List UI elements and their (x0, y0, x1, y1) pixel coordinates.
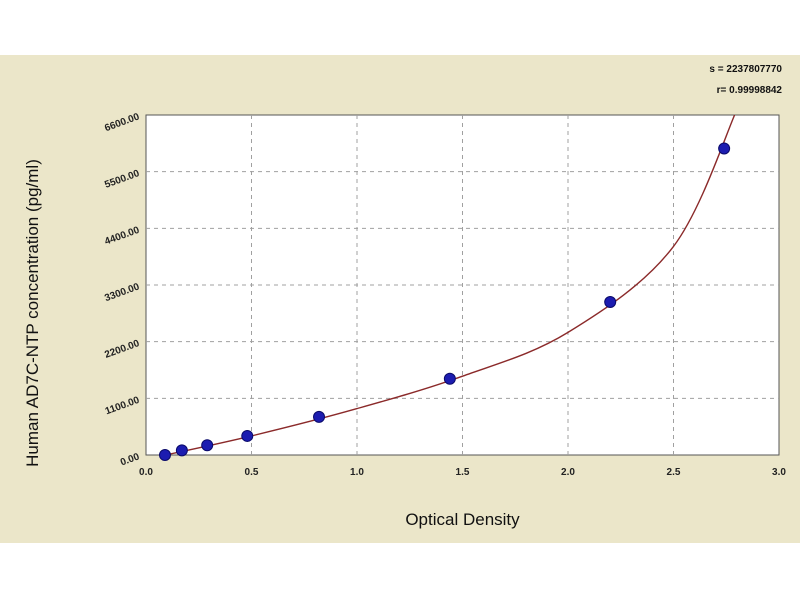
stat-r-label: r= 0.99998842 (717, 85, 783, 96)
y-tick-label: 2200.00 (103, 338, 141, 361)
data-point (604, 296, 617, 308)
data-point (718, 142, 731, 155)
y-tick-label: 3300.00 (103, 281, 141, 304)
data-point (201, 439, 214, 452)
x-tick-label: 1.0 (350, 467, 364, 478)
x-tick-label: 0.0 (139, 467, 153, 478)
y-axis-label: Human AD7C-NTP concentration (pg/ml) (23, 159, 42, 467)
x-tick-label: 2.5 (667, 467, 681, 478)
x-tick-label: 2.0 (561, 467, 575, 478)
data-point (313, 410, 326, 423)
grid-lines (146, 115, 779, 455)
fit-curve (162, 115, 736, 455)
stat-s-label: s = 2237807770 (709, 64, 782, 75)
x-tick-label: 3.0 (772, 467, 786, 478)
data-point (241, 429, 254, 442)
data-point (158, 449, 171, 461)
data-point (443, 372, 456, 385)
x-axis-label: Optical Density (405, 510, 520, 529)
y-tick-label: 4400.00 (103, 225, 141, 248)
x-tick-label: 1.5 (456, 467, 470, 478)
y-tick-label: 1100.00 (104, 395, 142, 418)
data-points (158, 142, 731, 461)
y-tick-label: 5500.00 (103, 168, 141, 191)
standard-curve-chart: 0.0 0.5 1.0 1.5 2.0 2.5 3.0 0.00 1100.00 2200.00 3… (23, 64, 786, 529)
y-tick-label: 0.00 (119, 451, 141, 468)
x-tick-label: 0.5 (245, 467, 259, 478)
chart-figure: 0.0 0.5 1.0 1.5 2.0 2.5 3.0 0.00 1100.00 2200.00 3… (0, 55, 800, 543)
data-point (175, 444, 188, 457)
y-tick-label: 6600.00 (103, 111, 141, 134)
